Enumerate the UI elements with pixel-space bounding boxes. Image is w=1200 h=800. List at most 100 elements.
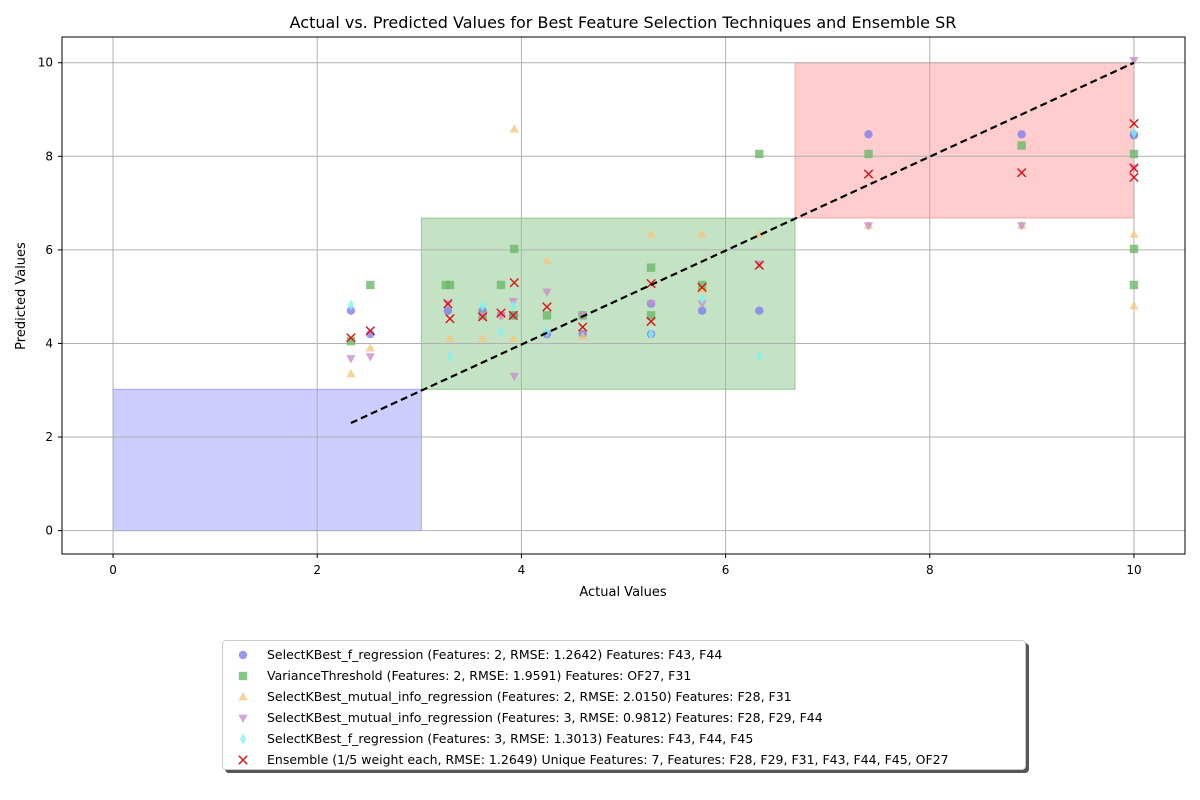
data-point-x [1129,163,1139,173]
data-point-square [346,336,356,346]
data-point-circle [755,306,764,315]
data-point-circle [864,130,873,139]
data-point-triangle-up [697,229,707,238]
data-point-triangle-down [542,288,552,298]
data-point-square [542,311,552,320]
data-point-triangle-down [365,353,375,362]
legend-item: Ensemble (1/5 weight each, RMSE: 1.2649)… [223,749,1025,770]
data-point-square [445,280,455,290]
data-point-triangle-up [754,229,764,238]
data-point-diamond [756,350,763,363]
data-point-x [1129,172,1139,183]
series-4 [347,127,1138,363]
data-point-x [754,260,764,271]
legend-marker-diamond [239,733,247,745]
data-point-x [863,169,874,179]
y-tick-label: 2 [45,430,53,444]
data-point-x [443,298,453,309]
data-point-triangle-down [1017,222,1027,231]
data-point-x [646,278,656,289]
legend-marker-triangle-down [238,714,248,724]
y-tick-label: 10 [38,56,53,70]
data-point-x [646,316,656,327]
legend: SelectKBest_f_regression (Features: 2, R… [222,640,1026,770]
data-point-triangle-up [346,368,356,378]
plot-frame [61,36,1186,555]
data-point-triangle-up [1129,300,1139,310]
data-point-diamond [647,328,655,340]
legend-item: SelectKBest_mutual_info_regression (Feat… [223,686,1025,707]
reference-line-group [350,61,1135,424]
data-point-diamond [497,326,505,338]
data-point-square [366,280,375,290]
data-point-circle [443,306,453,315]
data-point-x [508,310,518,321]
x-tick-label: 0 [109,563,117,577]
data-point-triangle-down [496,312,506,321]
data-point-diamond [698,293,706,305]
data-point-x [445,313,455,324]
data-point-square [1129,280,1139,290]
region-1 [420,217,796,390]
data-point-triangle-up [508,333,518,343]
data-point-square [864,149,873,159]
data-point-square [1017,141,1026,150]
data-point-diamond [479,300,486,312]
data-point-square [646,263,656,272]
data-point-triangle-up [646,229,656,238]
data-point-x [346,333,356,343]
data-point-circle [1017,130,1026,139]
legend-label: SelectKBest_mutual_info_regression (Feat… [267,689,792,704]
data-point-square [510,244,519,254]
legend-symbol-square [238,671,248,681]
legend-item: SelectKBest_f_regression (Features: 2, R… [223,644,1025,665]
data-point-x [477,312,488,322]
legend-label: Ensemble (1/5 weight each, RMSE: 1.2649)… [267,752,949,767]
y-tick-label: 4 [45,336,53,350]
x-tick-label: 2 [313,563,321,577]
legend-symbol-triangle-up [238,691,248,701]
legend-marker-square [238,671,248,681]
legend-marker-circle [238,650,248,660]
chart-title: Actual vs. Predicted Values for Best Fea… [290,13,957,32]
data-point-x [365,326,376,336]
legend-item: SelectKBest_mutual_info_regression (Feat… [223,707,1025,728]
data-point-circle [697,306,707,315]
data-point-triangle-up [445,333,455,343]
legend-symbol-triangle-down [238,714,248,724]
data-point-triangle-up [542,255,552,265]
x-tick-label: 6 [722,563,730,577]
y-tick-label: 8 [45,149,53,163]
data-point-diamond [347,299,355,311]
data-point-triangle-down [1129,57,1139,66]
x-tick-label: 8 [926,563,934,577]
data-point-x [496,308,506,318]
data-point-square [755,149,764,159]
legend-label: VarianceThreshold (Features: 2, RMSE: 1.… [267,668,692,683]
data-point-square [646,311,656,320]
legend-marker-x [238,755,248,765]
data-point-x [697,282,707,293]
y-tick-label: 6 [45,243,53,257]
data-point-triangle-up [1129,229,1139,238]
data-point-square [1129,149,1139,159]
y-tick-label: 0 [45,524,53,538]
x-tick-label: 4 [518,563,526,577]
legend-symbol-circle [238,650,248,660]
legend-symbol-x [238,755,248,765]
ideal-fit-line [350,61,1135,424]
data-point-x [1129,118,1139,129]
data-point-triangle-up [509,124,519,133]
legend-label: SelectKBest_f_regression (Features: 2, R… [267,647,723,662]
data-point-triangle-up [697,284,707,294]
data-point-square [496,280,506,290]
data-point-diamond [446,350,454,363]
legend-item: SelectKBest_f_regression (Features: 3, R… [223,728,1025,749]
data-point-triangle-up [578,331,588,340]
data-point-triangle-up [477,333,488,343]
data-point-square [1129,244,1139,254]
data-point-x [577,322,588,332]
axis-ticks: 0 2 4 6 8 10 0 2 4 6 8 10 [38,56,1142,577]
x-tick-label: 10 [1126,563,1141,577]
